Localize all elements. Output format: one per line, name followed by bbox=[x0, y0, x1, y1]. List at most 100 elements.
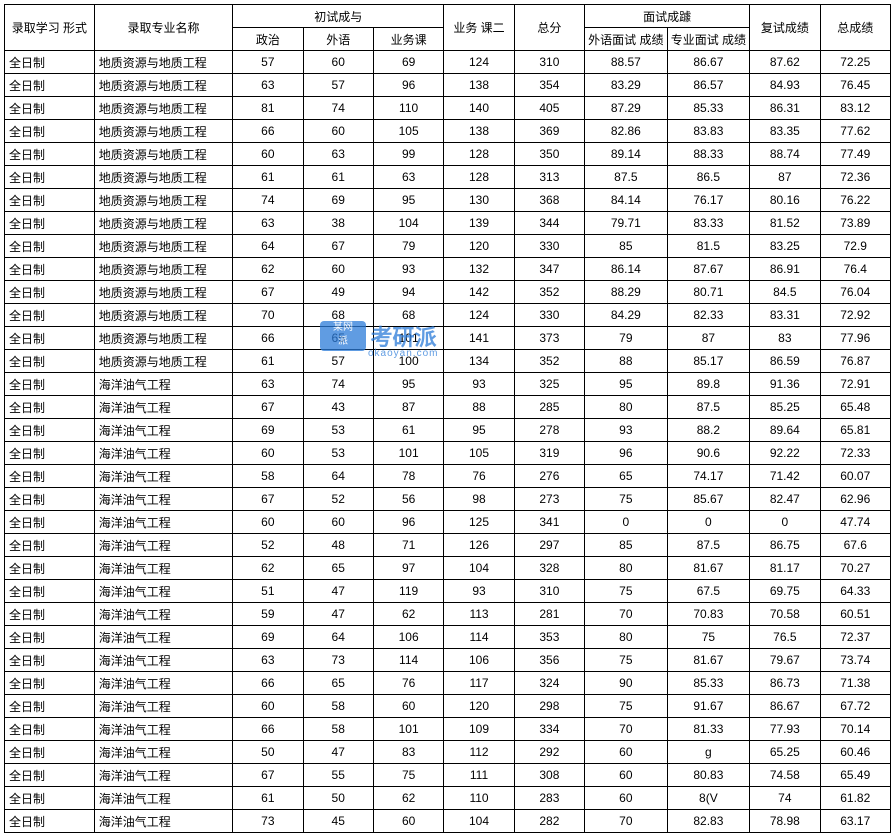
table-cell: 全日制 bbox=[5, 764, 95, 787]
table-cell: 77.49 bbox=[820, 143, 890, 166]
table-cell: 88.74 bbox=[750, 143, 820, 166]
table-cell: 51 bbox=[233, 580, 303, 603]
table-cell: 109 bbox=[444, 718, 514, 741]
table-cell: 292 bbox=[514, 741, 584, 764]
table-row: 全日制海洋油气工程5147119933107567.569.7564.33 bbox=[5, 580, 891, 603]
table-cell: 73 bbox=[233, 810, 303, 833]
table-cell: 67 bbox=[233, 488, 303, 511]
header-prelim-group: 初试成与 bbox=[233, 5, 444, 28]
table-cell: 全日制 bbox=[5, 787, 95, 810]
table-header: 录取学习 形式 录取专业名称 初试成与 业务 课二 总分 面试成躆 复试成绩 总… bbox=[5, 5, 891, 51]
table-cell: 114 bbox=[444, 626, 514, 649]
table-cell: 88 bbox=[444, 396, 514, 419]
table-cell: 60.46 bbox=[820, 741, 890, 764]
table-cell: 124 bbox=[444, 304, 514, 327]
table-cell: 78.98 bbox=[750, 810, 820, 833]
table-cell: 65.25 bbox=[750, 741, 820, 764]
table-cell: 81.52 bbox=[750, 212, 820, 235]
table-cell: 100 bbox=[373, 350, 443, 373]
table-cell: 海洋油气工程 bbox=[94, 626, 232, 649]
table-cell: 72.25 bbox=[820, 51, 890, 74]
table-cell: 62 bbox=[233, 258, 303, 281]
table-row: 全日制海洋油气工程60609612534100047.74 bbox=[5, 511, 891, 534]
table-row: 全日制海洋油气工程6755751113086080.8374.5865.49 bbox=[5, 764, 891, 787]
table-cell: 70.83 bbox=[667, 603, 750, 626]
table-cell: 79 bbox=[373, 235, 443, 258]
table-cell: 62 bbox=[373, 603, 443, 626]
table-cell: 61 bbox=[233, 350, 303, 373]
table-cell: 89.8 bbox=[667, 373, 750, 396]
header-subject1: 业务课 bbox=[373, 28, 443, 51]
table-cell: 72.37 bbox=[820, 626, 890, 649]
table-cell: 83.25 bbox=[750, 235, 820, 258]
table-row: 全日制海洋油气工程63731141063567581.6779.6773.74 bbox=[5, 649, 891, 672]
table-row: 全日制海洋油气工程6058601202987591.6786.6767.72 bbox=[5, 695, 891, 718]
table-cell: 106 bbox=[373, 626, 443, 649]
table-cell: 285 bbox=[514, 396, 584, 419]
table-cell: 49 bbox=[303, 281, 373, 304]
table-cell: 125 bbox=[444, 511, 514, 534]
table-cell: 60 bbox=[303, 511, 373, 534]
table-cell: 全日制 bbox=[5, 212, 95, 235]
table-cell: 全日制 bbox=[5, 396, 95, 419]
table-cell: 101 bbox=[373, 327, 443, 350]
table-row: 全日制地质资源与地质工程61571001343528885.1786.5976.… bbox=[5, 350, 891, 373]
table-cell: 98 bbox=[444, 488, 514, 511]
table-row: 全日制地质资源与地质工程70686812433084.2982.3383.317… bbox=[5, 304, 891, 327]
table-cell: 海洋油气工程 bbox=[94, 764, 232, 787]
table-cell: 52 bbox=[303, 488, 373, 511]
table-cell: 65.81 bbox=[820, 419, 890, 442]
table-row: 全日制海洋油气工程5947621132817070.8370.5860.51 bbox=[5, 603, 891, 626]
table-cell: 72.33 bbox=[820, 442, 890, 465]
table-cell: 53 bbox=[303, 419, 373, 442]
table-cell: 64.33 bbox=[820, 580, 890, 603]
table-cell: 313 bbox=[514, 166, 584, 189]
table-cell: 87.29 bbox=[585, 97, 668, 120]
table-cell: 57 bbox=[233, 51, 303, 74]
table-cell: 87 bbox=[750, 166, 820, 189]
table-cell: 86.31 bbox=[750, 97, 820, 120]
table-cell: 74 bbox=[303, 97, 373, 120]
table-cell: 47 bbox=[303, 741, 373, 764]
table-cell: 99 bbox=[373, 143, 443, 166]
table-cell: 66 bbox=[233, 120, 303, 143]
table-cell: 45 bbox=[303, 810, 373, 833]
table-row: 全日制海洋油气工程60531011053199690.692.2272.33 bbox=[5, 442, 891, 465]
table-cell: 282 bbox=[514, 810, 584, 833]
table-cell: 76.87 bbox=[820, 350, 890, 373]
table-cell: 57 bbox=[303, 350, 373, 373]
table-cell: 74 bbox=[303, 373, 373, 396]
table-cell: 328 bbox=[514, 557, 584, 580]
table-cell: 海洋油气工程 bbox=[94, 649, 232, 672]
table-cell: 全日制 bbox=[5, 488, 95, 511]
table-cell: 71 bbox=[373, 534, 443, 557]
header-final: 总成绩 bbox=[820, 5, 890, 51]
table-cell: 368 bbox=[514, 189, 584, 212]
table-cell: 344 bbox=[514, 212, 584, 235]
table-cell: 74 bbox=[233, 189, 303, 212]
table-cell: 310 bbox=[514, 51, 584, 74]
header-subject2: 业务 课二 bbox=[444, 5, 514, 51]
table-cell: 全日制 bbox=[5, 741, 95, 764]
table-cell: 77.93 bbox=[750, 718, 820, 741]
table-cell: 全日制 bbox=[5, 810, 95, 833]
table-cell: 海洋油气工程 bbox=[94, 695, 232, 718]
table-row: 全日制海洋油气工程6964106114353807576.572.37 bbox=[5, 626, 891, 649]
table-cell: 84.29 bbox=[585, 304, 668, 327]
table-cell: 0 bbox=[750, 511, 820, 534]
table-cell: 89.64 bbox=[750, 419, 820, 442]
table-cell: 58 bbox=[233, 465, 303, 488]
table-cell: 352 bbox=[514, 350, 584, 373]
table-cell: 298 bbox=[514, 695, 584, 718]
table-cell: 全日制 bbox=[5, 419, 95, 442]
table-cell: 87.67 bbox=[667, 258, 750, 281]
table-cell: 地质资源与地质工程 bbox=[94, 74, 232, 97]
table-cell: 93 bbox=[373, 258, 443, 281]
table-cell: 96 bbox=[585, 442, 668, 465]
table-cell: 72.36 bbox=[820, 166, 890, 189]
table-cell: 69 bbox=[233, 626, 303, 649]
header-study-type: 录取学习 形式 bbox=[5, 5, 95, 51]
table-cell: 75 bbox=[585, 649, 668, 672]
table-cell: 海洋油气工程 bbox=[94, 557, 232, 580]
table-cell: 83.33 bbox=[667, 212, 750, 235]
